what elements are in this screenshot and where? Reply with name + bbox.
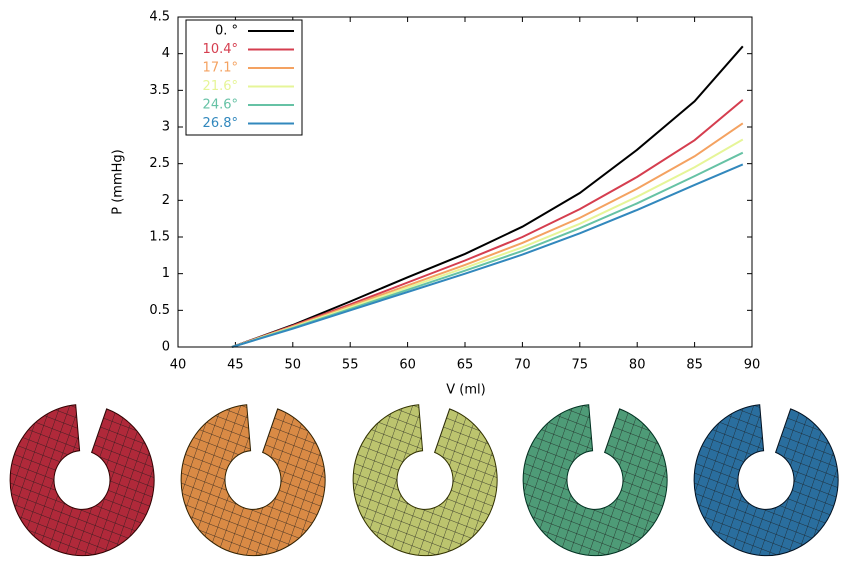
series-line bbox=[231, 99, 744, 348]
mesh-ring bbox=[693, 404, 839, 557]
y-tick-label: 3.5 bbox=[149, 83, 170, 98]
x-tick-label: 40 bbox=[170, 358, 187, 373]
x-tick-label: 55 bbox=[342, 358, 359, 373]
mesh-grid bbox=[181, 404, 326, 556]
x-tick-label: 75 bbox=[572, 358, 589, 373]
x-tick-label: 60 bbox=[399, 358, 416, 373]
mesh-ring bbox=[352, 404, 498, 557]
y-tick-label: 3 bbox=[162, 120, 170, 135]
y-tick-label: 4 bbox=[162, 46, 170, 61]
x-tick-label: 80 bbox=[629, 358, 646, 373]
x-tick-label: 45 bbox=[227, 358, 244, 373]
y-axis-label: P (mmHg) bbox=[111, 149, 126, 214]
y-tick-label: 0 bbox=[162, 340, 170, 355]
y-tick-label: 2.5 bbox=[149, 156, 170, 171]
mesh-ring bbox=[180, 404, 326, 557]
series-line bbox=[231, 138, 744, 348]
mesh-grid bbox=[523, 404, 668, 556]
x-tick-label: 90 bbox=[744, 358, 761, 373]
legend-label: 24.6° bbox=[203, 98, 238, 113]
series-line bbox=[231, 151, 744, 348]
mesh-grid bbox=[353, 404, 498, 556]
legend-label: 0. ° bbox=[215, 24, 238, 39]
legend-label: 10.4° bbox=[203, 42, 238, 57]
mesh-grid bbox=[694, 404, 839, 556]
y-tick-label: 4.5 bbox=[149, 10, 170, 25]
x-tick-label: 85 bbox=[686, 358, 703, 373]
x-tick-label: 50 bbox=[285, 358, 302, 373]
y-tick-label: 0.5 bbox=[149, 303, 170, 318]
series-line bbox=[231, 45, 744, 348]
mesh-grid bbox=[10, 404, 155, 556]
legend-label: 21.6° bbox=[203, 79, 238, 94]
x-tick-label: 70 bbox=[514, 358, 531, 373]
series-line bbox=[231, 122, 744, 348]
legend-label: 17.1° bbox=[203, 61, 238, 76]
x-axis-label: V (ml) bbox=[446, 383, 485, 398]
y-tick-label: 1 bbox=[162, 266, 170, 281]
mesh-ring bbox=[9, 404, 155, 557]
legend-box bbox=[185, 19, 303, 136]
y-tick-label: 2 bbox=[162, 193, 170, 208]
y-tick-label: 1.5 bbox=[149, 230, 170, 245]
plot: 0 0.5 1 1.5 2 2.5 3 3.5 4 4.5 40 45 50 55 60 65 70 75 80 85… bbox=[149, 10, 760, 373]
mesh-ring bbox=[522, 404, 668, 557]
meshes bbox=[9, 404, 839, 557]
x-tick-label: 65 bbox=[457, 358, 474, 373]
legend-label: 26.8° bbox=[203, 116, 238, 131]
series-line bbox=[231, 163, 744, 348]
plot-frame bbox=[177, 16, 753, 348]
